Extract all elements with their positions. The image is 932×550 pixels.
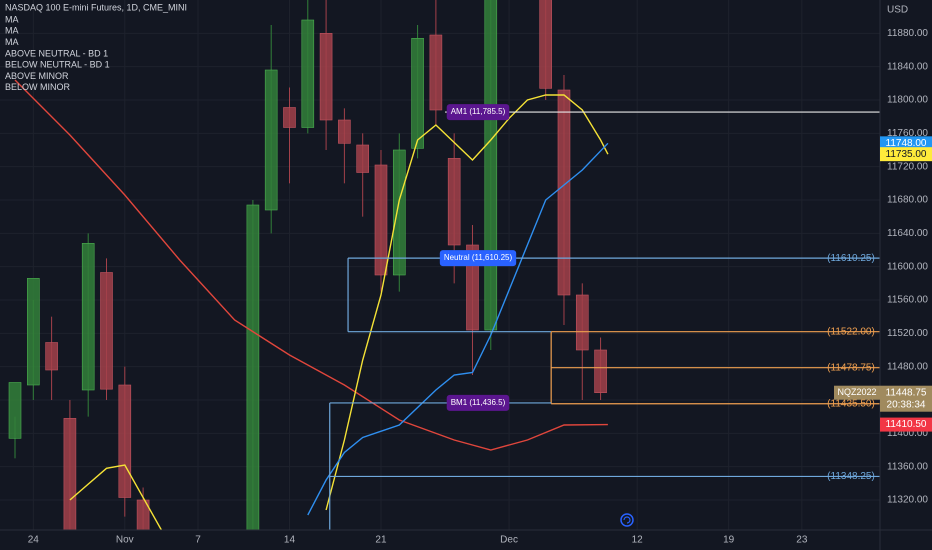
- y-tick-label: 11560.00: [887, 295, 928, 306]
- x-tick-label: 23: [796, 535, 808, 546]
- candle-body: [319, 33, 333, 121]
- level-axis-label: (11348.25): [827, 471, 875, 482]
- legend-entry: BELOW MINOR: [5, 82, 71, 92]
- price-badge-label: 11735.00: [886, 149, 927, 160]
- level-label-text: Neutral (11,610.25): [444, 253, 513, 262]
- y-tick-label: 11360.00: [887, 461, 928, 472]
- candle-body: [356, 144, 369, 173]
- y-tick-label: 11640.00: [887, 228, 928, 239]
- legend-entry: MA: [5, 26, 19, 36]
- level-label: AM1 (11,785.5): [446, 104, 510, 121]
- x-tick-label: 7: [195, 535, 201, 546]
- level-label-text: BM1 (11,436.5): [451, 398, 506, 407]
- x-tick-label: 19: [723, 535, 735, 546]
- candle-body: [81, 243, 95, 391]
- candle-body: [557, 89, 571, 296]
- level-label-text: AM1 (11,785.5): [451, 107, 506, 116]
- candle-body: [447, 158, 461, 246]
- y-tick-label: 11800.00: [887, 95, 928, 106]
- symbol-badge: [834, 385, 880, 400]
- y-tick-label: 11760.00: [887, 128, 928, 139]
- legend-entry: ABOVE NEUTRAL - BD 1: [5, 48, 108, 58]
- y-tick-label: 11880.00: [887, 28, 928, 39]
- price-badge: [880, 147, 932, 162]
- candle-body: [392, 149, 406, 276]
- level-label-box: [446, 394, 510, 411]
- y-tick-label: 11600.00: [887, 261, 928, 272]
- x-tick-label: 12: [632, 535, 644, 546]
- price-badge: [880, 136, 932, 151]
- candle-body: [466, 244, 479, 331]
- price-badge: [880, 385, 932, 412]
- level-axis-label: (11478.75): [827, 362, 875, 373]
- candle-body: [374, 164, 388, 276]
- symbol-label: NQZ2022: [837, 387, 876, 397]
- candle-body: [8, 382, 22, 439]
- candle-body: [575, 294, 589, 351]
- plot-area: AM1 (11,785.5) Neutral (11,610.25) BM1 (11…: [8, 0, 880, 530]
- candle-body: [264, 69, 278, 211]
- chart-title: NASDAQ 100 E-mini Futures, 1D, CME_MINI: [5, 2, 187, 12]
- level-axis-label: (11610.25): [827, 253, 875, 264]
- candle-body: [100, 272, 113, 390]
- candle-body: [45, 342, 58, 371]
- candle-body: [301, 19, 315, 128]
- level-axis-label: (11522.00): [827, 326, 875, 337]
- candle-body: [118, 384, 132, 498]
- price-badge-label: 11748.00: [886, 138, 927, 149]
- x-tick-label: 14: [284, 535, 296, 546]
- y-tick-label: 11480.00: [887, 361, 928, 372]
- candle-body: [484, 0, 498, 331]
- candle-body: [27, 278, 40, 386]
- y-tick-label: 11720.00: [887, 161, 928, 172]
- candle-body: [539, 0, 552, 89]
- price-countdown: 20:38:34: [887, 399, 926, 410]
- legend-entry: MA: [5, 14, 19, 24]
- x-tick-label: Nov: [116, 535, 134, 546]
- ma-line: [14, 79, 608, 451]
- y-tick-label: 11840.00: [887, 61, 928, 72]
- legend-entry: ABOVE MINOR: [5, 71, 69, 81]
- y-tick-label: 11680.00: [887, 195, 928, 206]
- level-axis-label: (11435.50): [827, 398, 875, 409]
- ma-line: [307, 142, 609, 516]
- y-tick-label: 11520.00: [887, 328, 928, 339]
- level-label: BM1 (11,436.5): [446, 394, 510, 411]
- y-tick-label: 11320.00: [887, 495, 928, 506]
- replay-icon[interactable]: [620, 513, 634, 527]
- level-label-box: [439, 250, 517, 267]
- x-tick-label: 21: [375, 535, 387, 546]
- axes: 11320.0011360.0011400.0011440.0011480.00…: [28, 28, 932, 546]
- level-label: Neutral (11,610.25): [439, 250, 517, 267]
- level-label-box: [446, 104, 510, 121]
- x-tick-label: Dec: [500, 535, 518, 546]
- price-badge-label: 11410.50: [886, 419, 927, 430]
- currency: USD: [887, 5, 908, 16]
- legend-entry: BELOW NEUTRAL - BD 1: [5, 60, 110, 70]
- price-badge-label: 11448.75: [886, 387, 927, 398]
- price-badge: [880, 417, 932, 432]
- candle-body: [411, 38, 424, 149]
- candle-body: [429, 34, 443, 111]
- x-tick-label: 24: [28, 535, 40, 546]
- candle-body: [136, 499, 150, 530]
- candle-body: [338, 119, 351, 144]
- candle-body: [283, 107, 296, 128]
- candle-body: [594, 349, 607, 394]
- candle-body: [246, 204, 260, 530]
- ma-line: [69, 94, 609, 530]
- y-tick-label: 11400.00: [887, 428, 928, 439]
- candle-body: [63, 418, 77, 530]
- legend-entry: MA: [5, 37, 19, 47]
